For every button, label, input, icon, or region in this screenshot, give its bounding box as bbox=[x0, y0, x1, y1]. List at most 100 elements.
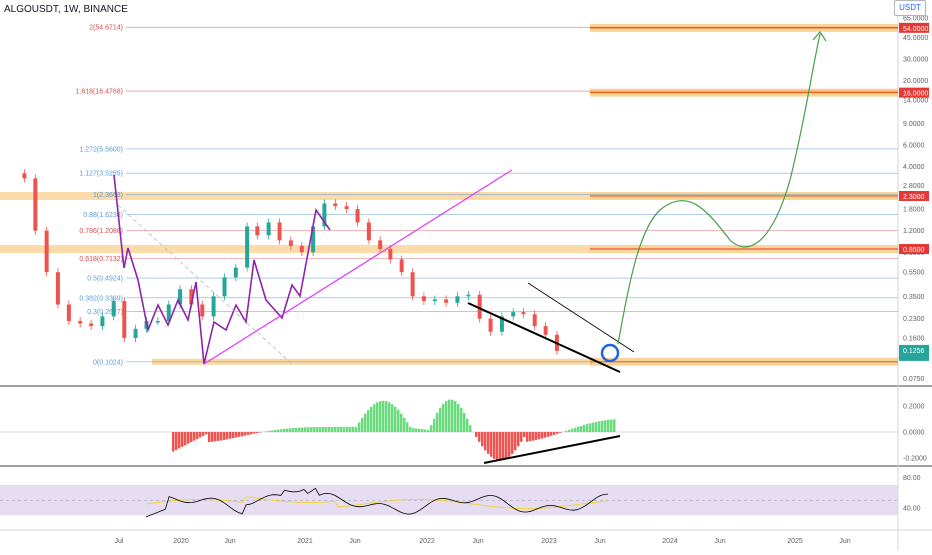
price-tick-7: 4.0000 bbox=[903, 164, 925, 171]
macd-bar-99 bbox=[469, 425, 472, 432]
x-tick-3: 2021 bbox=[297, 538, 313, 545]
macd-bar-71 bbox=[385, 401, 388, 432]
macd-bar-63 bbox=[361, 418, 364, 432]
price-tick-15: 0.1600 bbox=[903, 336, 925, 343]
macd-bar-82 bbox=[418, 429, 421, 432]
macd-bar-14 bbox=[214, 432, 217, 441]
candle-body-17 bbox=[212, 296, 216, 316]
x-tick-11: 2025 bbox=[787, 538, 803, 545]
macd-bar-80 bbox=[412, 428, 415, 432]
projection-arrow bbox=[618, 34, 820, 344]
ticker-title: ALGOUSDT, 1W, BINANCE bbox=[4, 4, 128, 15]
fib-label-1: 1.618(16.4768) bbox=[76, 89, 123, 96]
macd-bar-70 bbox=[382, 401, 385, 432]
currency-button[interactable]: USDT bbox=[894, 0, 926, 16]
macd-bar-145 bbox=[607, 420, 610, 432]
macd-bar-61 bbox=[355, 427, 358, 432]
macd-bar-1 bbox=[175, 432, 178, 450]
price-badge-0: 54.0000 bbox=[903, 26, 928, 33]
candle-body-8 bbox=[112, 301, 116, 316]
macd-bar-89 bbox=[439, 408, 442, 432]
macd-bar-79 bbox=[409, 427, 412, 432]
candle-body-10 bbox=[134, 329, 138, 338]
candle-body-1 bbox=[33, 178, 37, 230]
fib-label-4: 1(2.3668) bbox=[93, 192, 123, 199]
macd-bar-43 bbox=[301, 428, 304, 432]
macd-bar-96 bbox=[460, 408, 463, 432]
candle-body-39 bbox=[455, 296, 459, 302]
macd-bar-146 bbox=[610, 420, 613, 432]
candle-body-42 bbox=[489, 319, 493, 332]
macd-bar-6 bbox=[190, 432, 193, 442]
candle-body-34 bbox=[400, 259, 404, 272]
x-tick-9: 2024 bbox=[662, 538, 678, 545]
macd-bar-138 bbox=[586, 424, 589, 432]
macd-bar-76 bbox=[400, 414, 403, 432]
macd-bar-58 bbox=[346, 427, 349, 432]
macd-bar-5 bbox=[187, 432, 190, 444]
x-tick-12: Jun bbox=[839, 538, 850, 545]
price-badge-2: 2.3000 bbox=[903, 194, 925, 201]
price-tick-2: 30.0000 bbox=[903, 57, 928, 64]
candle-body-33 bbox=[388, 249, 392, 259]
macd-bar-123 bbox=[541, 432, 544, 438]
fib-label-8: 0.5(0.4924) bbox=[87, 276, 123, 283]
macd-bar-135 bbox=[577, 427, 580, 432]
macd-bar-18 bbox=[226, 432, 229, 439]
macd-bar-94 bbox=[454, 401, 457, 432]
macd-bar-3 bbox=[181, 432, 184, 447]
macd-tick-0: 0.2000 bbox=[903, 404, 925, 411]
price-tick-6: 6.0000 bbox=[903, 142, 925, 149]
macd-bar-23 bbox=[241, 432, 244, 436]
macd-bar-32 bbox=[268, 431, 271, 432]
macd-bar-49 bbox=[319, 427, 322, 432]
macd-bar-142 bbox=[598, 421, 601, 432]
macd-bar-86 bbox=[430, 425, 433, 432]
macd-bar-87 bbox=[433, 419, 436, 432]
price-tick-9: 1.8000 bbox=[903, 207, 925, 214]
macd-bar-122 bbox=[538, 432, 541, 439]
macd-bar-10 bbox=[202, 432, 205, 436]
macd-bar-128 bbox=[556, 432, 559, 434]
macd-bar-46 bbox=[310, 427, 313, 432]
macd-bar-40 bbox=[292, 428, 295, 432]
macd-bar-117 bbox=[523, 432, 526, 437]
macd-bar-26 bbox=[250, 432, 253, 434]
macd-bar-47 bbox=[313, 427, 316, 432]
price-tick-12: 0.5500 bbox=[903, 270, 925, 277]
macd-bar-105 bbox=[487, 432, 490, 454]
macd-bar-119 bbox=[529, 432, 532, 441]
macd-bar-97 bbox=[463, 413, 466, 432]
macd-bar-66 bbox=[370, 407, 373, 432]
macd-bar-83 bbox=[421, 429, 424, 432]
macd-bar-132 bbox=[568, 430, 571, 432]
macd-bar-35 bbox=[277, 430, 280, 432]
macd-bar-129 bbox=[559, 432, 562, 433]
macd-bar-57 bbox=[343, 427, 346, 432]
macd-bar-38 bbox=[286, 429, 289, 432]
macd-bar-92 bbox=[448, 400, 451, 432]
macd-bar-15 bbox=[217, 432, 220, 441]
macd-bar-28 bbox=[256, 432, 259, 433]
macd-bar-75 bbox=[397, 410, 400, 432]
macd-bar-114 bbox=[514, 432, 517, 450]
zone-left-3 bbox=[0, 245, 590, 253]
macd-bar-134 bbox=[574, 428, 577, 432]
x-tick-10: Jun bbox=[714, 538, 725, 545]
macd-bar-9 bbox=[199, 432, 202, 437]
zone-left-2 bbox=[0, 192, 590, 200]
macd-bar-77 bbox=[403, 418, 406, 432]
fib-label-5: 0.88(1.6238) bbox=[83, 212, 123, 219]
macd-bar-33 bbox=[271, 430, 274, 432]
fib-label-10: 0.3(0.2627) bbox=[87, 309, 123, 316]
macd-bar-106 bbox=[490, 432, 493, 457]
candle-body-47 bbox=[544, 326, 548, 335]
macd-bar-85 bbox=[427, 430, 430, 432]
x-tick-5: 2022 bbox=[419, 538, 435, 545]
macd-bar-69 bbox=[379, 401, 382, 432]
macd-bar-25 bbox=[247, 432, 250, 435]
macd-bar-108 bbox=[496, 432, 499, 460]
macd-bar-54 bbox=[334, 427, 337, 432]
current-price-label: 0.1256 bbox=[903, 348, 925, 355]
